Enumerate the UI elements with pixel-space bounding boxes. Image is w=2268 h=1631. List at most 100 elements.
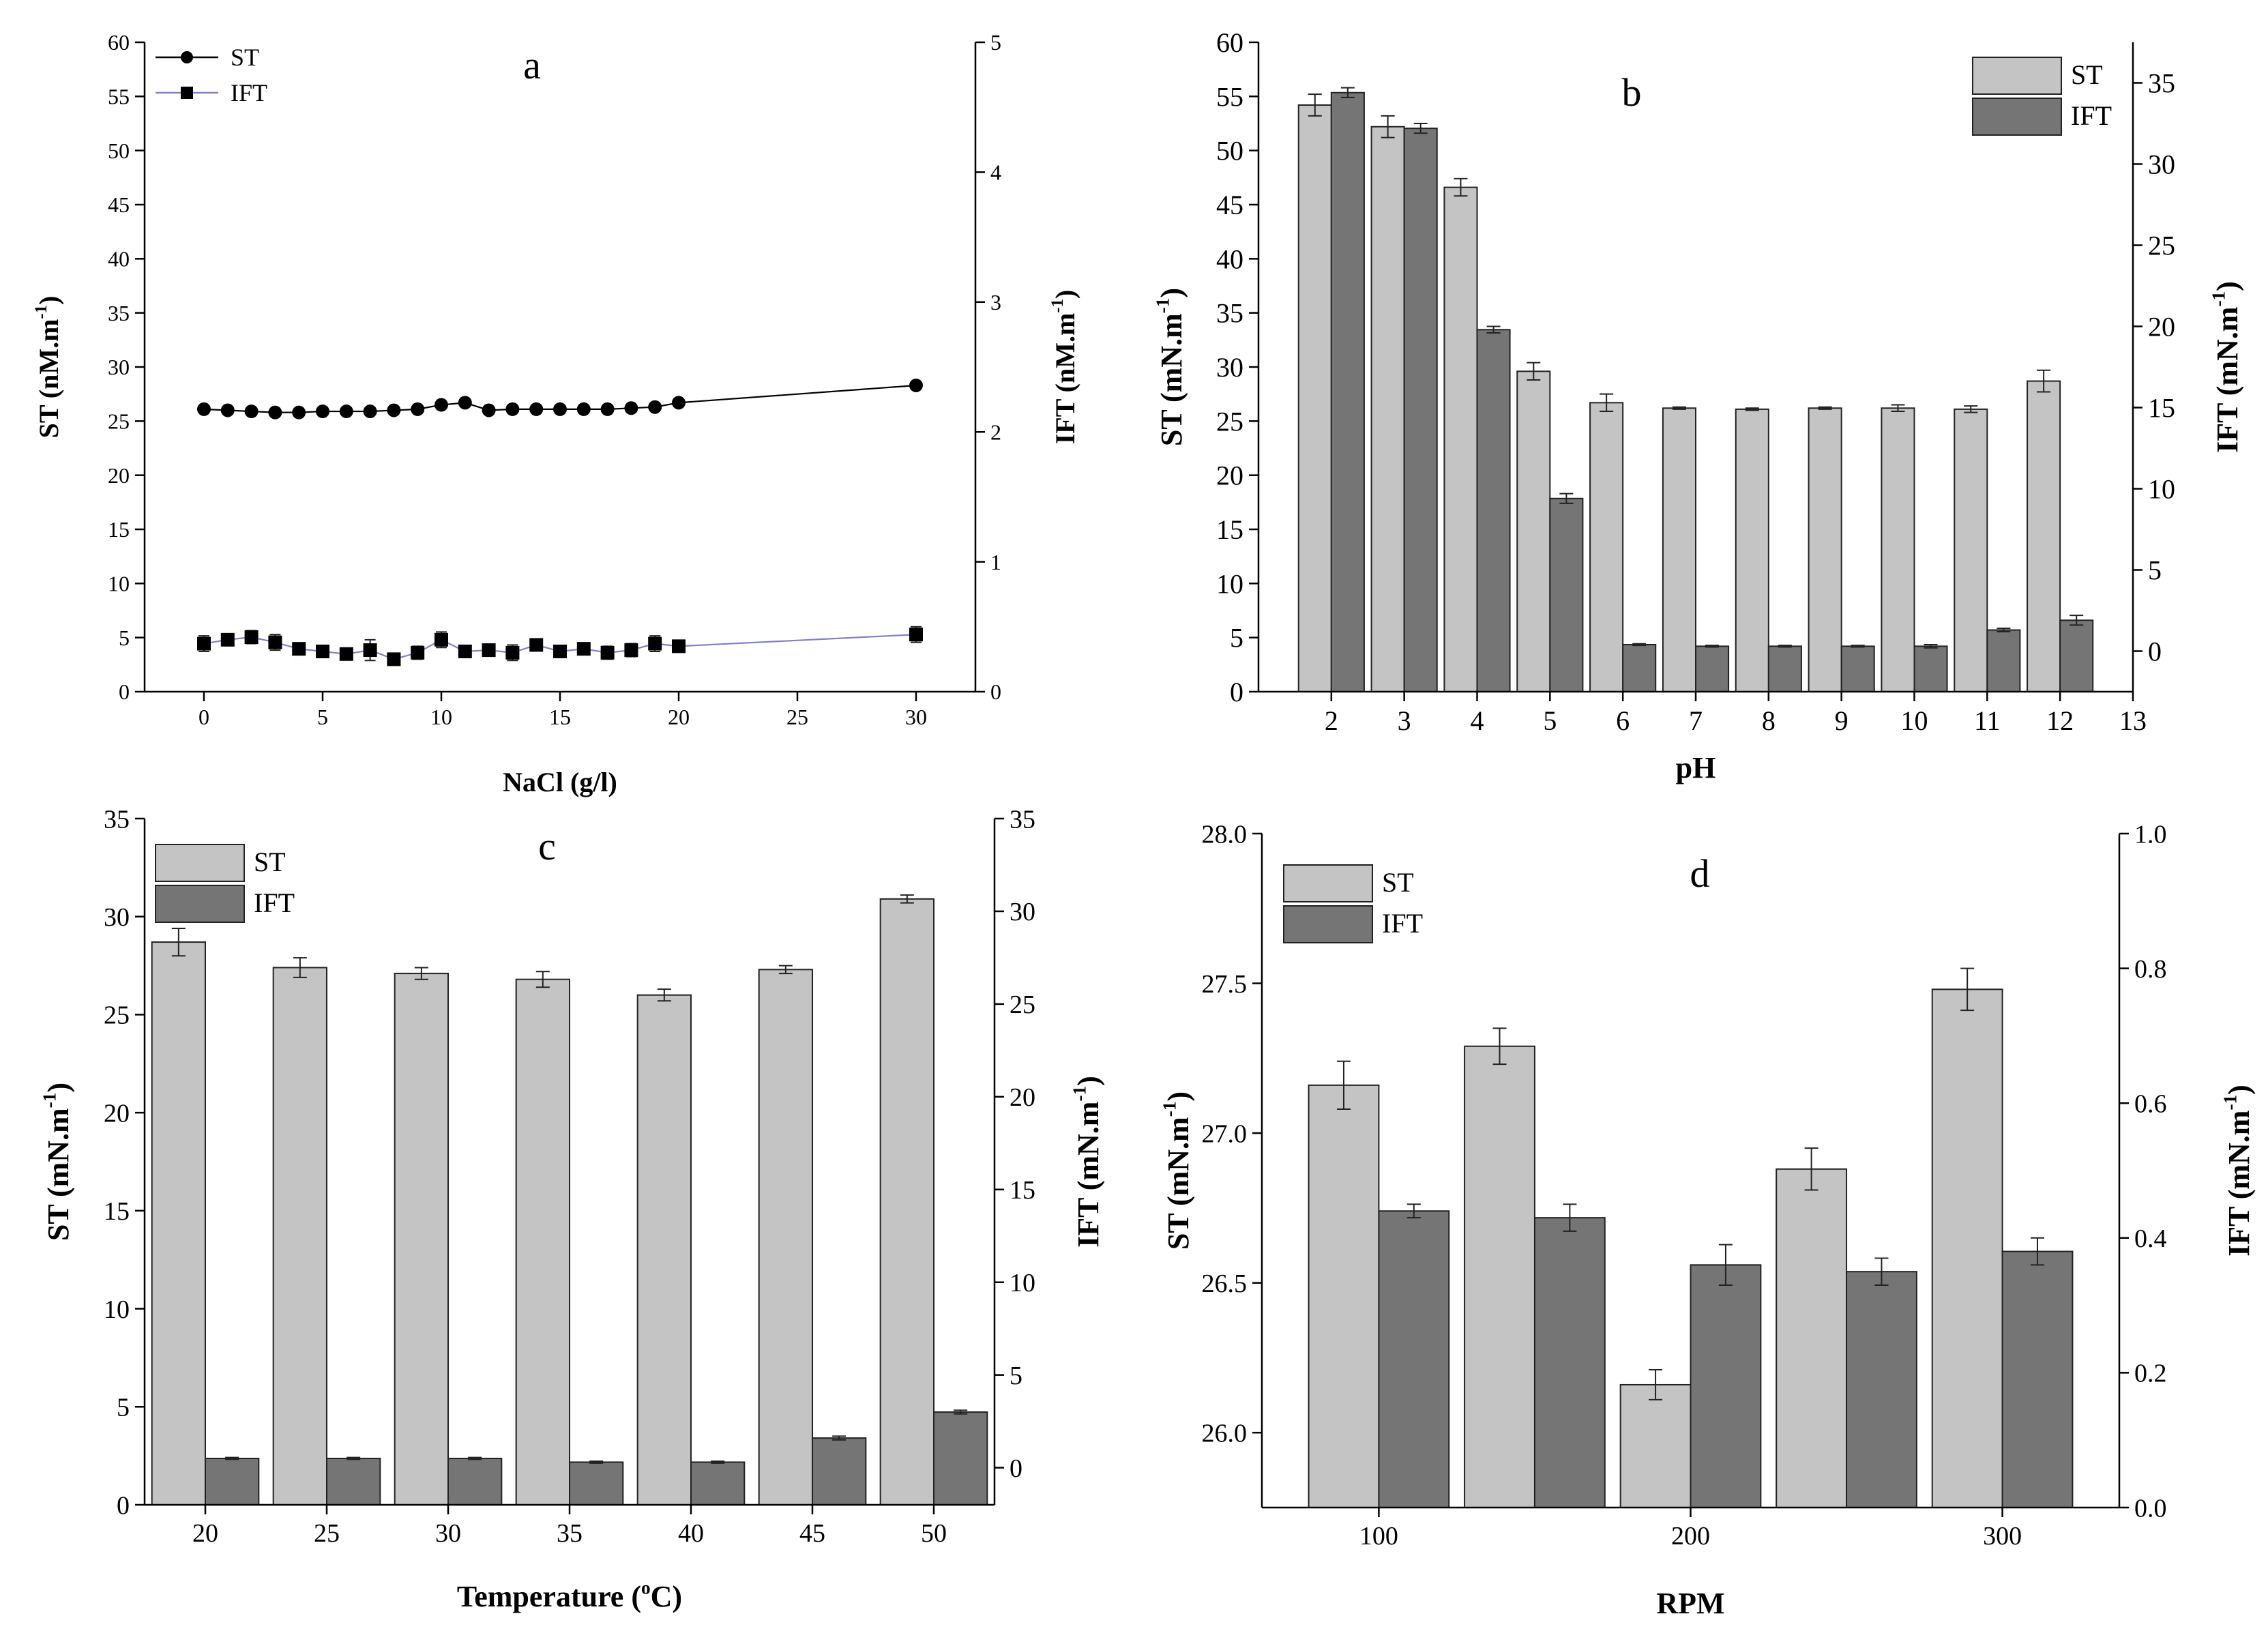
legend: ST IFT — [156, 44, 267, 106]
y-tick-label: 35 — [1216, 298, 1243, 329]
legend-swatch-ift — [1972, 98, 2062, 136]
legend-label-ift: IFT — [2071, 100, 2112, 131]
bar-st — [394, 973, 449, 1506]
bar-st — [1370, 126, 1405, 692]
data-point-ift — [576, 642, 591, 656]
y2-axis-title-tail: ) — [2211, 281, 2244, 291]
panel-a: 0 5 10 15 20 25 30 35 40 45 50 55 60 0 1 2 3 4 5 0 5 10 15 20 25… — [0, 0, 1134, 805]
y2-axis-title: IFT (nM.m-1) — [1048, 290, 1080, 445]
x-tick-label: 2 — [1325, 705, 1338, 736]
bar-st — [1954, 408, 1988, 692]
x-axis-title-text: RPM — [1656, 1587, 1724, 1620]
bar-ift — [205, 1458, 260, 1506]
y2-tick-label: 4 — [990, 160, 1001, 185]
y-tick-label: 5 — [1230, 623, 1243, 653]
y-tick-label: 35 — [108, 301, 130, 325]
y2-axis-title-text: IFT (mN.m — [1072, 1102, 1105, 1248]
bar-st — [1662, 407, 1696, 692]
bar-st — [2027, 380, 2061, 692]
x-tick-label: 0 — [198, 705, 209, 729]
y2-tick-label: 0.8 — [2134, 955, 2167, 984]
bar-st — [1308, 1084, 1380, 1508]
y-tick-label: 60 — [108, 30, 130, 55]
y-axis-title-sup: -1 — [1160, 1102, 1180, 1117]
y2-tick-label: 15 — [1010, 1176, 1035, 1205]
y2-axis-title-sup: -1 — [1048, 299, 1067, 313]
x-axis-title-text: pH — [1676, 751, 1716, 784]
y-tick-label: 10 — [104, 1295, 130, 1324]
x-tick-label: 20 — [668, 705, 690, 729]
bar-ift — [1767, 645, 1802, 692]
x-tick-label: 10 — [1901, 705, 1928, 736]
y-tick-label: 28.0 — [1202, 820, 1248, 849]
y-tick-label: 15 — [108, 517, 130, 542]
legend-label-ift: IFT — [1382, 908, 1423, 939]
y-axis-title-sup: -1 — [40, 1093, 60, 1108]
panel-label: b — [1622, 70, 1642, 115]
legend-label-st: ST — [1382, 867, 1414, 898]
x-tick-label: 300 — [1983, 1522, 2022, 1551]
series-ift — [197, 626, 923, 666]
legend-label-st: ST — [231, 44, 259, 71]
legend-swatch-ift — [1283, 905, 1373, 943]
y-tick-label: 55 — [1216, 81, 1243, 112]
y2-axis-title-text: IFT (mN.m — [2222, 1111, 2256, 1257]
x-axis-title-tail: C) — [651, 1580, 682, 1613]
series-st — [197, 378, 923, 420]
data-point-ift — [458, 644, 472, 658]
x-tick-label: 25 — [314, 1519, 340, 1548]
bar-ift — [1533, 1217, 1606, 1508]
x-axis-title: Temperature (oC) — [457, 1578, 682, 1613]
data-point-st — [268, 405, 282, 420]
y2-tick-label: 5 — [1010, 1362, 1022, 1390]
y2-tick-label: 0.6 — [2134, 1090, 2167, 1119]
y2-tick-label: 5 — [990, 30, 1001, 55]
y-tick-label: 20 — [104, 1099, 130, 1128]
y-tick-label: 30 — [1216, 352, 1243, 383]
bar-ift — [569, 1461, 624, 1505]
data-point-ift — [339, 647, 353, 661]
y-tick-label: 0 — [119, 679, 130, 704]
x-tick-label: 35 — [557, 1519, 583, 1548]
data-point-ift — [505, 645, 520, 660]
y-axis-title: ST (mN.m-1) — [40, 1083, 75, 1241]
y-tick-label: 45 — [108, 192, 130, 217]
data-point-st — [529, 402, 544, 416]
y-tick-label: 15 — [1216, 514, 1243, 545]
bar-st — [1443, 186, 1478, 692]
data-point-ift — [482, 643, 496, 658]
chart-c-svg: 0 5 10 15 20 25 30 35 0 5 10 15 20 25 30 35 20 25 30 35 40 45… — [40, 805, 1105, 1613]
data-point-st — [339, 405, 353, 419]
y2-tick-label: 1.0 — [2134, 820, 2167, 849]
data-point-ift — [197, 636, 211, 651]
y-tick-label: 20 — [108, 463, 130, 488]
panel-label: d — [1690, 851, 1710, 896]
bar-st — [758, 969, 814, 1505]
data-point-st — [244, 405, 259, 419]
y2-axis-title-sup: -1 — [2220, 1095, 2241, 1111]
series-ift — [1330, 87, 2094, 693]
bar-st — [636, 994, 692, 1505]
x-tick-label: 30 — [905, 705, 927, 729]
x-axis-title-sup: o — [641, 1578, 651, 1598]
bar-st — [1931, 988, 2003, 1508]
y2-tick-label: 1 — [990, 550, 1001, 574]
data-point-ift — [909, 628, 923, 642]
legend-label-ift: IFT — [254, 887, 295, 918]
data-point-st — [197, 402, 211, 416]
bar-ift — [1403, 128, 1438, 692]
y-tick-label: 25 — [1216, 406, 1243, 437]
bar-ift — [1476, 329, 1511, 692]
data-point-st — [624, 401, 638, 415]
bar-st — [1808, 407, 1842, 692]
bar-ift — [1695, 645, 1730, 692]
data-point-st — [411, 402, 425, 416]
x-tick-label: 7 — [1689, 705, 1703, 736]
bar-ift — [1622, 643, 1657, 692]
legend: ST IFT — [1283, 864, 1423, 943]
series-line-ift — [203, 634, 917, 660]
y-tick-label: 55 — [108, 85, 130, 109]
bar-ift — [447, 1458, 503, 1506]
